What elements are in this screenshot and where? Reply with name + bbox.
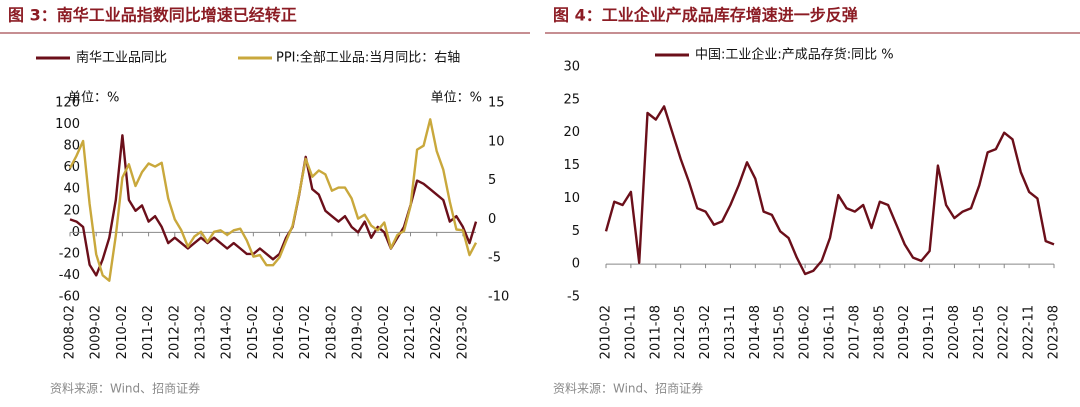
chart-title: 图 4：工业企业产成品库存增速进一步反弹 <box>553 6 858 25</box>
x-tick-label: 2019-02 <box>351 305 366 359</box>
series-line <box>68 118 478 282</box>
y-tick-label: 20 <box>63 203 80 218</box>
x-tick-label: 2014-08 <box>748 305 763 359</box>
unit-label: 单位：% <box>68 91 119 106</box>
x-tick-label: 2022-11 <box>1022 305 1037 359</box>
x-tick-label: 2016-02 <box>272 305 287 359</box>
y2-tick-label: 10 <box>488 134 505 149</box>
x-tick-label: 2012-02 <box>167 305 182 359</box>
x-tick-label: 2011-02 <box>141 305 156 359</box>
x-tick-label: 2010-11 <box>623 305 638 359</box>
x-tick-label: 2011-08 <box>648 305 663 359</box>
x-tick-label: 2023-02 <box>455 305 470 359</box>
y-tick-label: 120 <box>55 96 80 111</box>
y2-tick-label: 0 <box>488 212 496 227</box>
y-tick-label: 80 <box>63 139 80 154</box>
source: 资料来源：Wind、招商证券 <box>553 381 703 396</box>
x-tick-label: 2022-02 <box>997 305 1012 359</box>
y-tick-label: 5 <box>572 224 580 239</box>
x-tick-label: 2018-02 <box>324 305 339 359</box>
x-tick-label: 2010-02 <box>599 305 614 359</box>
x-tick-label: 2017-08 <box>847 305 862 359</box>
x-tick-label: 2013-02 <box>698 305 713 359</box>
y2-tick-label: 15 <box>488 96 505 111</box>
x-tick-label: 2016-11 <box>823 305 838 359</box>
y-tick-label: -20 <box>59 246 80 261</box>
x-tick-label: 2020-02 <box>377 305 392 359</box>
y-tick-label: 20 <box>563 125 580 140</box>
x-tick-label: 2022-02 <box>429 305 444 359</box>
y-tick-label: 25 <box>563 92 580 107</box>
y-tick-label: 15 <box>563 158 580 173</box>
x-tick-label: 2019-02 <box>897 305 912 359</box>
x-tick-label: 2014-02 <box>220 305 235 359</box>
legend-label: 中国:工业企业:产成品存货:同比 % <box>695 47 894 63</box>
x-tick-label: 2015-05 <box>773 305 788 359</box>
y-tick-label: 0 <box>572 257 580 272</box>
x-tick-label: 2012-05 <box>673 305 688 359</box>
x-tick-label: 2023-08 <box>1047 305 1062 359</box>
y-tick-label: -5 <box>567 290 580 305</box>
y-tick-label: -60 <box>59 290 80 305</box>
y-tick-label: -40 <box>59 268 80 283</box>
x-tick-label: 2013-02 <box>193 305 208 359</box>
y-tick-label: 60 <box>63 160 80 175</box>
y2-tick-label: 5 <box>488 173 496 188</box>
y-tick-label: 40 <box>63 182 80 197</box>
series-line <box>69 134 478 277</box>
x-tick-label: 2021-02 <box>403 305 418 359</box>
x-tick-label: 2017-02 <box>298 305 313 359</box>
x-tick-label: 2018-05 <box>872 305 887 359</box>
y-tick-label: 10 <box>563 191 580 206</box>
x-tick-label: 2008-02 <box>63 305 78 359</box>
legend-label: 南华工业品同比 <box>76 50 167 66</box>
unit-label: 单位：% <box>431 91 482 106</box>
legend-label: PPI:全部工业品:当月同比：右轴 <box>276 50 460 66</box>
x-tick-label: 2020-08 <box>947 305 962 359</box>
y-tick-label: 100 <box>55 117 80 132</box>
x-tick-label: 2015-02 <box>246 305 261 359</box>
y-tick-label: 30 <box>563 60 580 75</box>
source: 资料来源：Wind、招商证券 <box>50 381 200 396</box>
x-tick-label: 2013-11 <box>723 305 738 359</box>
x-tick-label: 2021-05 <box>972 305 987 359</box>
y2-tick-label: -5 <box>488 251 501 266</box>
series-line <box>604 105 1055 276</box>
x-tick-label: 2019-11 <box>922 305 937 359</box>
x-tick-label: 2016-02 <box>798 305 813 359</box>
chart-title: 图 3：南华工业品指数同比增速已经转正 <box>8 6 297 25</box>
x-tick-label: 2010-02 <box>115 305 130 359</box>
y2-tick-label: -10 <box>488 290 509 305</box>
x-tick-label: 2009-02 <box>89 305 104 359</box>
